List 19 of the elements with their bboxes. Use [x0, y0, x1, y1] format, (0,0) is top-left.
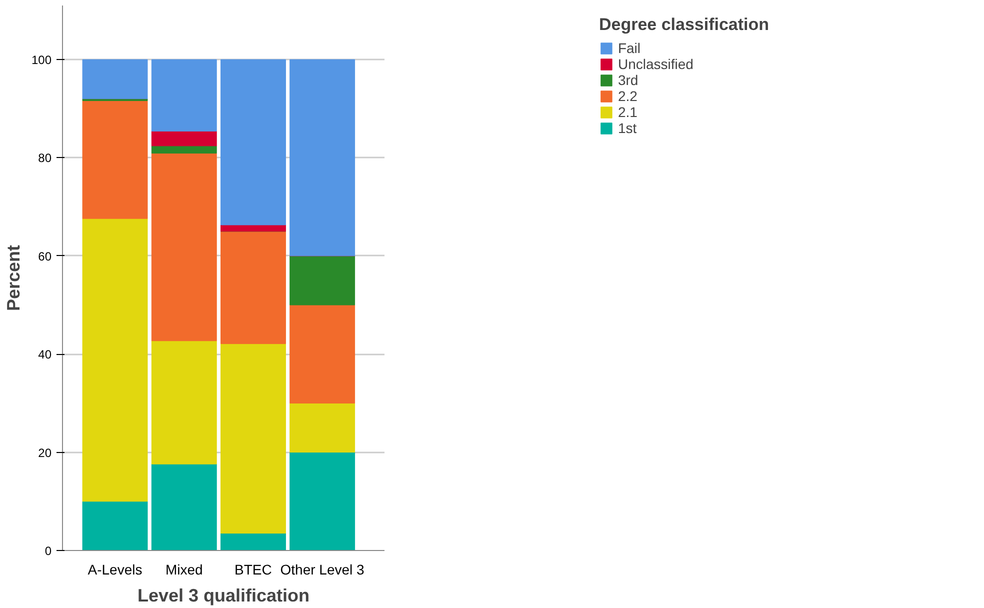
x-tick-label: BTEC — [234, 562, 272, 578]
legend-title: Degree classification — [598, 15, 770, 35]
legend-label: Unclassified — [618, 56, 694, 72]
y-axis-title: Percent — [3, 244, 24, 312]
legend-label: 3rd — [618, 72, 638, 88]
x-tick-label: Other Level 3 — [280, 562, 365, 578]
x-tick-label: Mixed — [165, 562, 203, 578]
y-tick-label: 60 — [38, 249, 52, 264]
legend-label: 1st — [618, 120, 638, 136]
y-tick-label: 0 — [44, 544, 52, 558]
x-axis-title: Level 3 qualification — [137, 586, 310, 606]
y-tick-label: 20 — [38, 446, 52, 460]
y-tick-label: 100 — [31, 53, 52, 68]
x-tick-label: A-Levels — [88, 562, 142, 578]
legend-label: Fail — [618, 40, 641, 56]
y-tick-label: 40 — [38, 348, 52, 362]
y-tick-label: 80 — [38, 151, 52, 166]
legend-label: 2.2 — [618, 88, 638, 104]
legend-label: 2.1 — [618, 104, 638, 120]
